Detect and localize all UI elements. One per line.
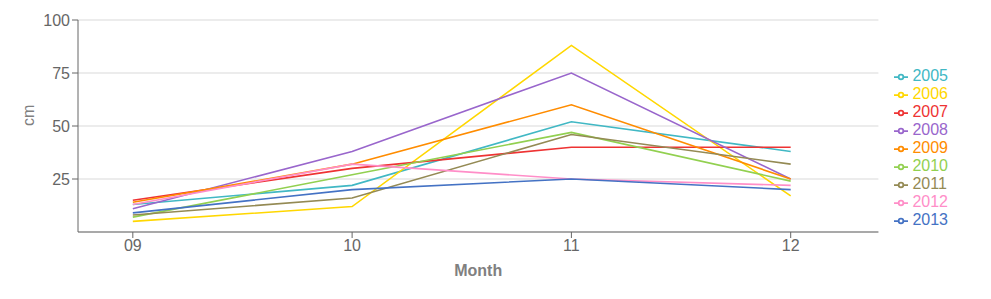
svg-text:12: 12 bbox=[782, 237, 800, 254]
svg-text:75: 75 bbox=[52, 65, 70, 82]
svg-text:11: 11 bbox=[563, 237, 580, 254]
svg-text:Month: Month bbox=[454, 262, 502, 279]
html-text:2006: 2006 bbox=[912, 85, 948, 102]
html-text:2008: 2008 bbox=[912, 121, 948, 138]
html-text:2013: 2013 bbox=[912, 211, 948, 228]
svg-text:10: 10 bbox=[343, 237, 361, 254]
html-text:2009: 2009 bbox=[912, 139, 948, 156]
html-text:2011: 2011 bbox=[912, 175, 947, 192]
svg-text:50: 50 bbox=[52, 118, 70, 135]
svg-text:100: 100 bbox=[43, 12, 70, 29]
svg-text:09: 09 bbox=[124, 237, 142, 254]
svg-text:25: 25 bbox=[52, 171, 70, 188]
html-text:2012: 2012 bbox=[912, 193, 948, 210]
svg-text:cm: cm bbox=[20, 105, 37, 126]
html-text:2007: 2007 bbox=[912, 103, 948, 120]
html-text:2005: 2005 bbox=[912, 67, 948, 84]
html-text:2010: 2010 bbox=[912, 157, 948, 174]
